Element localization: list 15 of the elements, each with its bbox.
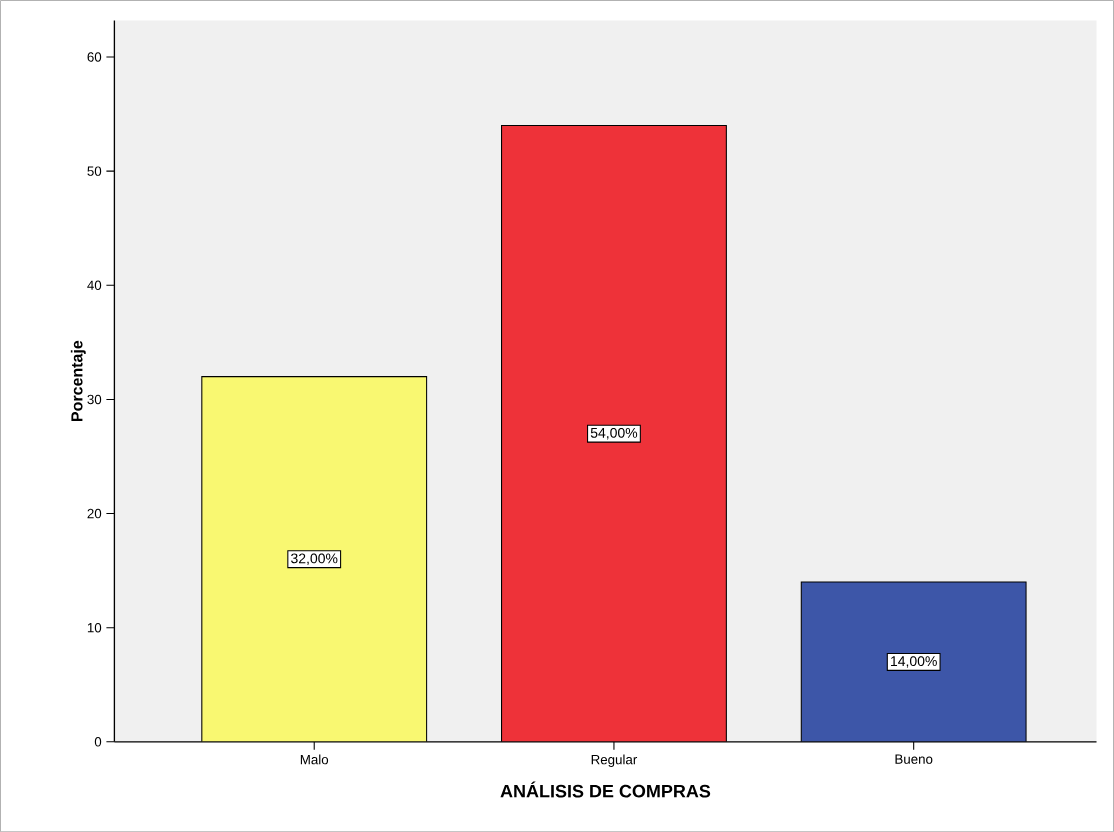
data-label: 54,00% [590, 427, 638, 440]
x-tick-label: Bueno [895, 754, 933, 764]
data-label: 14,00% [891, 656, 937, 668]
y-tick-label: 50 [87, 166, 102, 176]
y-tick-label: 40 [87, 280, 102, 290]
y-tick-label: 30 [87, 394, 102, 405]
y-tick-label: 0 [94, 737, 102, 747]
y-tick-label: 60 [87, 52, 102, 62]
y-tick-label: 20 [87, 508, 102, 519]
x-tick-label: Regular [591, 754, 638, 767]
y-tick-label: 10 [87, 622, 102, 633]
x-tick-label: Malo [300, 754, 329, 765]
x-axis-title: ANÁLISIS DE COMPRAS [500, 781, 711, 798]
y-axis-title: Porcentaje [70, 340, 86, 421]
data-label: 32,00% [291, 553, 338, 565]
